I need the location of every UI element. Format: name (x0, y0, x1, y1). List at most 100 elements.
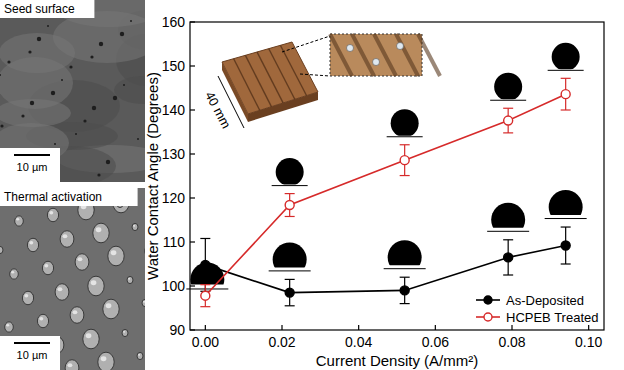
x-tick-label: 0.04 (345, 334, 372, 350)
zoom-stripe (352, 34, 374, 76)
sem-texture (0, 99, 71, 127)
scale-bar-label: 10 µm (17, 349, 48, 361)
sem-globule (142, 299, 145, 306)
sem-globule (5, 322, 14, 332)
data-layer (200, 78, 570, 306)
error-bar (561, 78, 571, 110)
droplet (491, 203, 525, 228)
plot-frame (190, 22, 604, 330)
droplet-baseline (548, 70, 584, 71)
droplet (549, 190, 583, 215)
axes: 901001101201301401501600.000.020.040.060… (144, 14, 604, 369)
error-cap (200, 238, 210, 239)
series-line (205, 246, 565, 293)
data-point (561, 90, 570, 99)
x-tick-label: 0.02 (268, 334, 295, 350)
sem-pore (90, 55, 93, 58)
y-tick-label: 90 (169, 322, 185, 338)
sem-highlight (16, 218, 19, 221)
sem-image (0, 0, 145, 182)
zoom-droplet (347, 45, 354, 52)
x-tick (358, 325, 359, 330)
droplet (494, 73, 522, 100)
error-cap (503, 274, 513, 275)
canvas: Seed surface10 µmThermal activation10 µm… (0, 0, 624, 370)
y-tick (190, 109, 195, 110)
y-tick (190, 65, 195, 66)
x-tick (511, 325, 512, 330)
sem-globule (0, 246, 3, 253)
y-tick-label: 100 (162, 278, 186, 294)
error-bar (200, 285, 210, 307)
sem-globule (103, 299, 119, 319)
legend: As-DepositedHCPEB Treated (476, 293, 599, 325)
x-tick-label: 0.00 (192, 334, 219, 350)
data-point (285, 288, 294, 297)
sem-highlight (91, 280, 97, 285)
sem-globule (137, 352, 143, 359)
x-tick (588, 325, 589, 330)
error-cap (285, 216, 295, 217)
y-tick-label: 120 (162, 190, 186, 206)
zoom-stripe (396, 34, 418, 76)
x-tick-label: 0.10 (575, 334, 602, 350)
data-point (504, 253, 513, 262)
sem-pore (7, 60, 10, 63)
sem-globule (70, 307, 84, 324)
droplet (388, 240, 422, 265)
sem-globule (83, 329, 99, 349)
sem-globule (27, 238, 38, 251)
sem-globule (10, 269, 19, 279)
sem-highlight (63, 234, 68, 238)
treated-stripe (257, 52, 283, 103)
error-bar (503, 240, 513, 275)
zoom-stripe (330, 34, 352, 76)
zoom-stripe (418, 34, 440, 76)
error-cap (285, 193, 295, 194)
sem-pore (97, 173, 100, 176)
sem-highlight (133, 225, 135, 227)
error-cap (285, 305, 295, 306)
sem-globule (55, 284, 69, 301)
error-bar (561, 227, 571, 264)
zoom-stripe (374, 34, 396, 76)
scale-bar-bg (0, 336, 60, 370)
sem-globule (122, 329, 128, 336)
sem-globule (127, 276, 133, 283)
sem-highlight (44, 264, 48, 267)
sem-highlight (96, 227, 102, 232)
sem-pore (47, 25, 49, 27)
error-cap (285, 279, 295, 280)
error-bar (200, 238, 210, 291)
y-tick-label: 160 (162, 14, 186, 30)
sem-pore (30, 101, 34, 105)
error-bar (400, 277, 410, 303)
sem-pore (51, 91, 55, 95)
error-cap (400, 303, 410, 304)
y-tick-label: 140 (162, 102, 186, 118)
sem-background (0, 188, 145, 370)
sem-globule (132, 223, 138, 230)
sem-highlight (68, 363, 73, 367)
sem-globule (42, 261, 53, 274)
x-tick-label: 0.06 (422, 334, 449, 350)
sem-globule (75, 254, 89, 271)
zoom-connector (282, 36, 330, 52)
sem-globule (98, 352, 114, 370)
sem-globule (47, 208, 58, 221)
sem-globule (22, 291, 33, 304)
droplets (186, 43, 586, 297)
data-point (201, 291, 210, 300)
sem-highlight (11, 271, 14, 274)
y-tick (190, 329, 195, 330)
droplet (391, 109, 419, 135)
series (200, 78, 570, 306)
droplet-baseline (269, 270, 311, 271)
error-cap (503, 239, 513, 240)
y-tick-label: 130 (162, 146, 186, 162)
x-tick (281, 325, 282, 330)
sem-globule (60, 231, 74, 248)
error-bar (285, 279, 295, 305)
sem-highlight (143, 301, 145, 303)
error-cap (561, 78, 571, 79)
